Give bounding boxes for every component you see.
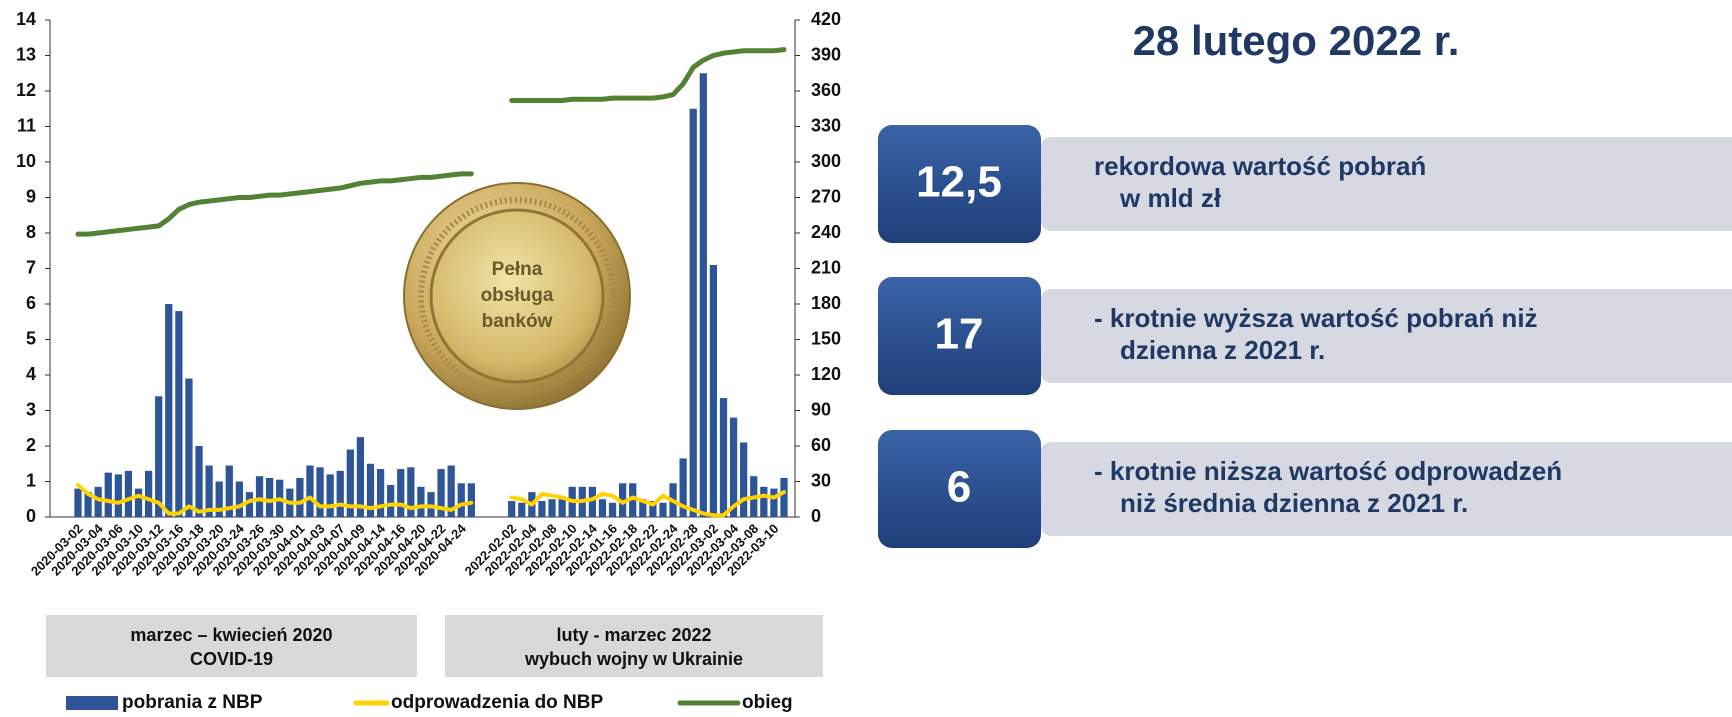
bar <box>296 478 303 517</box>
bar <box>690 109 697 517</box>
legend-label: pobrania z NBP <box>122 692 263 713</box>
info-value: 12,5 <box>916 158 1002 207</box>
y-tick-label: 13 <box>16 44 36 64</box>
bar <box>115 474 122 517</box>
coin-text: obsługa <box>481 285 554 306</box>
y2-tick-label: 420 <box>811 9 841 29</box>
bar <box>145 471 152 517</box>
y-tick-label: 5 <box>26 328 36 348</box>
period-label: COVID-19 <box>190 649 273 669</box>
y-tick-label: 2 <box>26 435 36 455</box>
info-text: rekordowa wartość pobrań <box>1094 151 1426 181</box>
bar <box>316 467 323 517</box>
bar <box>236 482 243 518</box>
bar <box>155 396 162 517</box>
bar <box>105 473 112 517</box>
coin-text: Pełna <box>492 259 543 280</box>
bar <box>730 418 737 517</box>
y-tick-label: 12 <box>16 80 36 100</box>
bar <box>397 469 404 517</box>
y-tick-label: 11 <box>17 115 36 135</box>
bar <box>417 487 424 517</box>
bar <box>387 485 394 517</box>
coin-text: banków <box>482 311 553 332</box>
bar <box>538 501 545 517</box>
bar <box>508 501 515 517</box>
bar <box>125 471 132 517</box>
bar <box>589 487 596 517</box>
bar <box>135 489 142 517</box>
y2-tick-label: 60 <box>811 435 831 455</box>
y-tick-label: 9 <box>26 186 36 206</box>
y-tick-label: 7 <box>26 257 36 277</box>
info-text: niż średnia dzienna z 2021 r. <box>1120 488 1468 518</box>
y2-tick-label: 30 <box>811 470 831 490</box>
y2-tick-label: 390 <box>811 44 841 64</box>
bar <box>74 489 81 517</box>
y-tick-label: 8 <box>26 222 36 242</box>
y2-tick-label: 180 <box>811 293 841 313</box>
y-tick-label: 3 <box>26 399 36 419</box>
info-text: w mld zł <box>1119 183 1222 213</box>
legend-label: odprowadzenia do NBP <box>391 692 604 713</box>
legend-swatch <box>66 696 118 710</box>
bar <box>266 478 273 517</box>
period-label: wybuch wojny w Ukrainie <box>524 649 743 669</box>
bar <box>458 483 465 517</box>
bar <box>700 73 707 517</box>
info-text: dzienna z 2021 r. <box>1120 335 1325 365</box>
bar <box>377 469 384 517</box>
bar <box>185 379 192 517</box>
coin: Pełna obsługa banków <box>404 183 630 409</box>
bar <box>760 487 767 517</box>
bar <box>548 499 555 517</box>
y2-tick-label: 330 <box>811 115 841 135</box>
y2-tick-label: 150 <box>811 328 841 348</box>
info-text: - krotnie wyższa wartość pobrań niż <box>1094 303 1538 333</box>
bar <box>710 265 717 517</box>
bar <box>256 476 263 517</box>
bar <box>195 446 202 517</box>
bar <box>518 503 525 517</box>
page: 0123456789101112131403060901201501802102… <box>0 0 1732 717</box>
legend-label: obieg <box>742 692 793 713</box>
bar <box>165 304 172 517</box>
bar <box>337 471 344 517</box>
y-tick-label: 6 <box>26 293 36 313</box>
bar <box>720 398 727 517</box>
panel: 28 lutego 2022 r. 12,5 rekordowa wartość p… <box>878 17 1732 548</box>
period-label: marzec – kwiecień 2020 <box>130 625 332 645</box>
bar <box>558 499 565 517</box>
bar <box>740 442 747 517</box>
bar <box>327 474 334 517</box>
bar <box>175 311 182 517</box>
bar <box>609 503 616 517</box>
bar <box>599 499 606 517</box>
y-tick-label: 4 <box>26 364 36 384</box>
y2-tick-label: 0 <box>811 506 821 526</box>
y2-tick-label: 300 <box>811 151 841 171</box>
line <box>78 50 784 235</box>
y-tick-label: 0 <box>26 506 36 526</box>
y-tick-label: 14 <box>16 9 36 29</box>
y2-tick-label: 120 <box>811 364 841 384</box>
y2-tick-label: 240 <box>811 222 841 242</box>
info-value: 6 <box>947 463 971 512</box>
bar <box>659 503 666 517</box>
y2-tick-label: 90 <box>811 399 831 419</box>
y2-tick-label: 210 <box>811 257 841 277</box>
y2-tick-label: 270 <box>811 186 841 206</box>
y-tick-label: 10 <box>16 151 36 171</box>
bar <box>770 489 777 517</box>
bar <box>780 478 787 517</box>
period-label: luty - marzec 2022 <box>556 625 711 645</box>
bar <box>306 466 313 517</box>
y-tick-label: 1 <box>26 470 36 490</box>
panel-title: 28 lutego 2022 r. <box>1133 17 1460 64</box>
bar <box>95 487 102 517</box>
info-value: 17 <box>935 310 984 359</box>
y2-tick-label: 360 <box>811 80 841 100</box>
bar <box>468 483 475 517</box>
info-text: - krotnie niższa wartość odprowadzeń <box>1094 456 1562 486</box>
